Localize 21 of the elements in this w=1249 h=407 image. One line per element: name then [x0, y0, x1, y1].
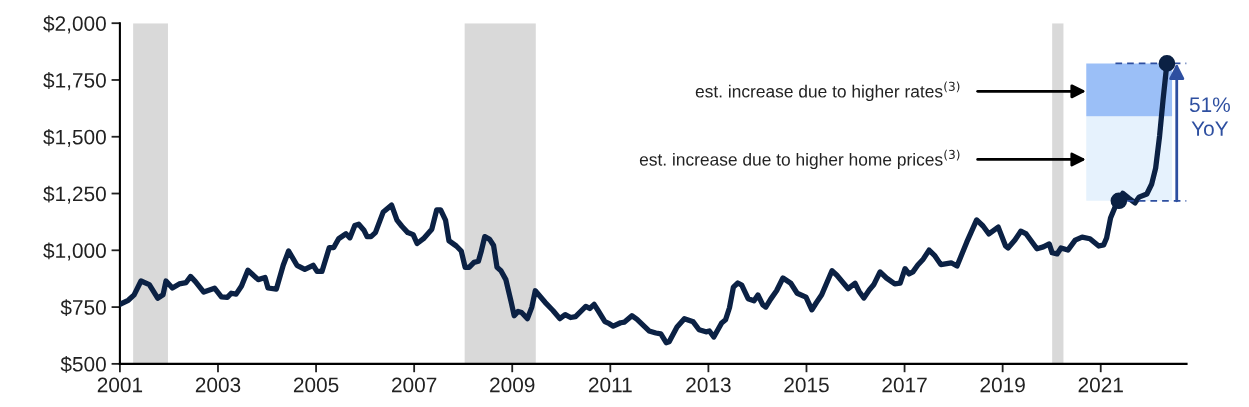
x-tick-label: 2003: [195, 377, 241, 393]
x-tick-label: 2017: [882, 377, 927, 393]
x-tick-label: 2013: [686, 377, 731, 393]
x-tick-label: 2015: [784, 377, 829, 393]
x-tick-label: 2011: [588, 377, 632, 393]
x-tick-label: 2019: [980, 377, 1025, 393]
y-tick-label: $750: [60, 299, 106, 317]
y-tick-label: $1,500: [43, 128, 106, 147]
x-tick-label: 2009: [490, 377, 535, 393]
y-tick-label: $1,000: [43, 242, 106, 261]
y-tick-label: $1,250: [43, 185, 106, 204]
y-tick-label: $500: [60, 355, 106, 373]
annotation: est. increase due to higher home prices$^{(3)}$: [639, 149, 960, 170]
text: 51% YoY: [1189, 97, 1230, 137]
x-tick-label: 2005: [293, 377, 339, 393]
y-tick-label: $2,000: [43, 15, 106, 34]
annotation: est. increase due to higher rates$^{(3)}$: [695, 81, 960, 101]
x-tick-label: 2001: [97, 377, 143, 393]
x-tick-label: 2007: [392, 377, 437, 393]
x-tick-label: 2021: [1078, 377, 1123, 393]
y-tick-label: $1,750: [43, 72, 106, 91]
